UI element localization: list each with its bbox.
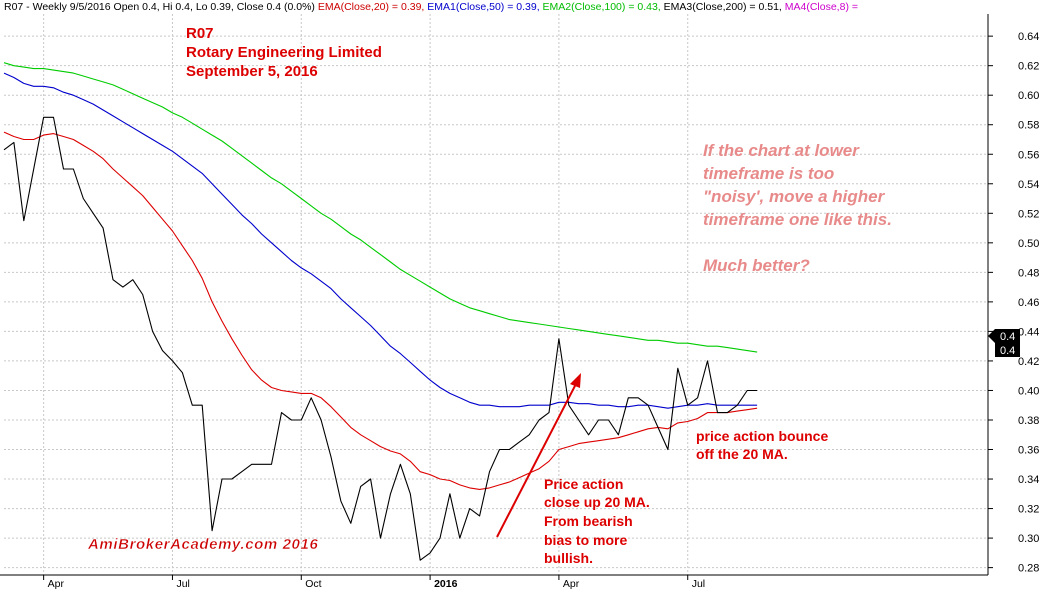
price-tag-upper-text: 0.4 xyxy=(1000,331,1015,343)
y-tick-label: 0.58 xyxy=(1018,120,1039,132)
y-tick-label: 0.30 xyxy=(1018,533,1039,545)
x-axis-ticks: Apr Jul Oct 2016 Apr Jul xyxy=(43,575,705,590)
bounce-line-1: price action bounce xyxy=(696,428,828,444)
header-segment: R07 - Weekly 9/5/2016 Open 0.4, Hi 0.4, … xyxy=(4,1,318,13)
close-line-4: bias to more xyxy=(544,532,627,548)
y-tick-label: 0.60 xyxy=(1018,90,1039,102)
annotation-arrow xyxy=(496,379,579,538)
y-tick-label: 0.32 xyxy=(1018,504,1039,516)
x-tick-label: Jul xyxy=(692,578,705,590)
header-segment: EMA1(Close,50) = 0.39, xyxy=(427,1,542,13)
close-line-2: close up 20 MA. xyxy=(544,494,650,510)
y-tick-label: 0.62 xyxy=(1018,61,1039,73)
price-tag-upper: 0.4 xyxy=(988,329,1020,343)
grid-layer xyxy=(4,14,988,575)
close-line-3: From bearish xyxy=(544,513,633,529)
y-tick-label: 0.36 xyxy=(1018,445,1039,457)
y-tick-label: 0.34 xyxy=(1018,474,1039,486)
x-tick-label: Apr xyxy=(563,578,580,590)
bounce-line-2: off the 20 MA. xyxy=(696,446,788,462)
series-line-ema100 xyxy=(3,62,758,353)
header-segment: EMA2(Close,100) = 0.43, xyxy=(543,1,664,13)
header-segment: MA4(Close,8) = xyxy=(785,1,858,13)
title-block: R07 Rotary Engineering Limited September… xyxy=(186,25,382,80)
title-date: September 5, 2016 xyxy=(186,63,318,80)
x-tick-label: 2016 xyxy=(434,578,458,590)
note-line-2: timeframe is too xyxy=(703,164,834,183)
y-tick-label: 0.28 xyxy=(1018,563,1039,575)
series-layer xyxy=(3,62,758,561)
y-tick-label: 0.54 xyxy=(1018,179,1039,191)
y-tick-label: 0.46 xyxy=(1018,297,1039,309)
y-axis-ticks: 0.28 0.30 0.32 0.34 0.36 0.38 0.40 0.42 0.44 0.46… xyxy=(988,31,1039,575)
y-tick-label: 0.56 xyxy=(1018,149,1039,161)
price-tag-lower-text: 0.4 xyxy=(1000,345,1015,357)
y-tick-label: 0.52 xyxy=(1018,208,1039,220)
y-tick-label: 0.50 xyxy=(1018,238,1039,250)
close-line-5: bullish. xyxy=(544,550,593,566)
y-tick-label: 0.42 xyxy=(1018,356,1039,368)
close-annotation: Price action close up 20 MA. From bearis… xyxy=(544,476,650,566)
chart-header-legend: R07 - Weekly 9/5/2016 Open 0.4, Hi 0.4, … xyxy=(4,1,858,13)
note-line-3: "noisy', move a higher xyxy=(703,187,886,206)
y-tick-label: 0.44 xyxy=(1018,326,1039,338)
header-segment: EMA3(Close,200) = 0.51, xyxy=(664,1,785,13)
x-tick-label: Jul xyxy=(176,578,189,590)
series-line-ema20 xyxy=(3,131,758,490)
x-tick-label: Oct xyxy=(305,578,321,590)
series-line-price xyxy=(3,116,758,561)
note-line-4: timeframe one like this. xyxy=(703,210,892,229)
y-tick-label: 0.40 xyxy=(1018,385,1039,397)
bounce-annotation: price action bounce off the 20 MA. xyxy=(696,428,828,462)
note-tail: Much better? xyxy=(703,256,810,275)
close-line-1: Price action xyxy=(544,476,623,492)
note-line-1: If the chart at lower xyxy=(703,141,860,160)
title-company: Rotary Engineering Limited xyxy=(186,44,382,61)
title-symbol: R07 xyxy=(186,25,214,42)
timeframe-note: If the chart at lower timeframe is too "… xyxy=(703,141,892,275)
y-tick-label: 0.64 xyxy=(1018,31,1039,43)
header-segment: EMA(Close,20) = 0.39, xyxy=(318,1,427,13)
y-tick-label: 0.48 xyxy=(1018,267,1039,279)
y-tick-label: 0.38 xyxy=(1018,415,1039,427)
x-tick-label: Apr xyxy=(48,578,65,590)
price-tag-lower: 0.4 xyxy=(995,343,1020,357)
series-line-ema50 xyxy=(3,72,758,409)
annotation-arrow-head xyxy=(570,373,581,388)
watermark: AmiBrokerAcademy.com 2016 xyxy=(87,536,318,553)
